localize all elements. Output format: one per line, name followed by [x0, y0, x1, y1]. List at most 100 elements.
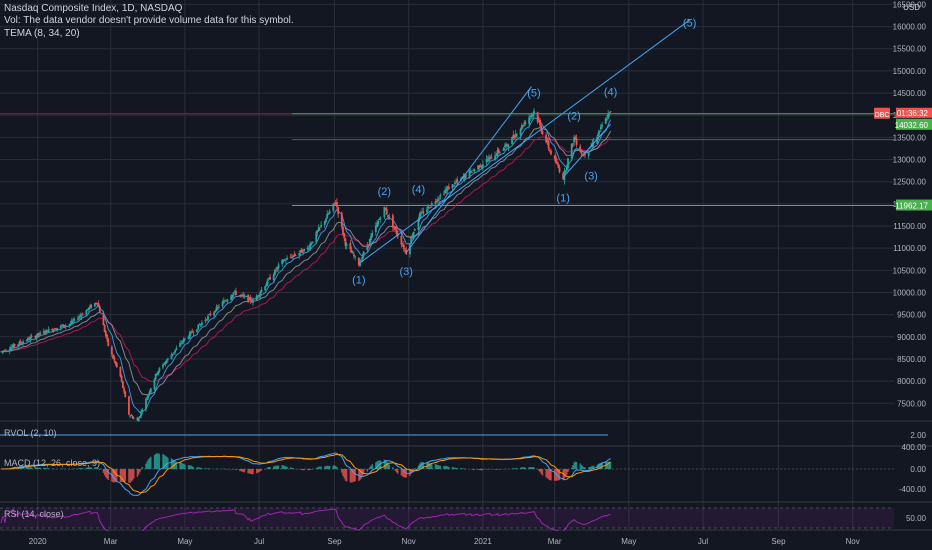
wave-label: (4) [412, 184, 425, 196]
candle-body [463, 174, 466, 179]
macd-histogram-bar [541, 469, 544, 476]
macd-histogram-bar [46, 468, 49, 470]
candle-body [149, 388, 152, 393]
candle-body [318, 227, 321, 228]
candle-body [52, 329, 55, 332]
rvol-label[interactable]: RVOL (2, 10) [4, 428, 57, 438]
candle-body [36, 333, 39, 337]
macd-histogram-bar [383, 459, 386, 470]
candle-body [435, 201, 438, 202]
rsi-label[interactable]: RSI (14, close) [4, 509, 64, 519]
macd-histogram-bar [444, 465, 446, 470]
macd-histogram-bar [248, 469, 251, 474]
candle-body [294, 255, 297, 256]
macd-histogram-bar [153, 455, 156, 470]
macd-label[interactable]: MACD (12, 26, close, 9) [4, 458, 101, 468]
candle-body [222, 300, 225, 304]
candle-body [19, 341, 22, 343]
candle-body [514, 133, 517, 138]
macd-histogram-bar [332, 465, 334, 470]
candle-body [567, 158, 569, 168]
time-tick-label: Nov [402, 537, 416, 546]
macd-histogram-bar [327, 465, 330, 470]
candle-body [421, 212, 423, 213]
candle-body [301, 251, 304, 253]
macd-histogram-bar [583, 466, 585, 470]
candle-body [137, 417, 140, 422]
macd-histogram-bar [309, 469, 311, 470]
candle-body [497, 149, 500, 153]
wave-label: (3) [400, 266, 413, 278]
candle-body [481, 164, 484, 167]
currency-label: USD [903, 3, 920, 12]
candle-body [565, 166, 568, 171]
candle-body [235, 290, 237, 295]
candle-body [598, 131, 601, 132]
macd-histogram-bar [461, 468, 463, 470]
candle-body [384, 208, 387, 211]
macd-histogram-bar [29, 467, 32, 470]
candle-body [599, 126, 602, 130]
candle-body [28, 338, 31, 340]
ema-fast-line [1, 117, 612, 413]
candle-body [541, 130, 544, 135]
macd-histogram-bar [156, 453, 158, 470]
macd-histogram-bar [158, 453, 161, 470]
rsi-band [0, 508, 894, 528]
candle-body [214, 310, 217, 312]
macd-histogram-bar [567, 469, 569, 472]
candle-body [242, 294, 245, 296]
candle-body [147, 393, 150, 397]
candle-body [208, 314, 211, 316]
candle-body [129, 415, 132, 417]
macd-histogram-bar [310, 469, 313, 470]
macd-histogram-bar [148, 457, 151, 470]
macd-histogram-bar [136, 469, 139, 477]
candle-body [394, 226, 397, 230]
candle-body [545, 134, 548, 143]
candle-body [366, 245, 369, 251]
candle-body [438, 198, 440, 200]
macd-histogram-bar [324, 466, 326, 470]
macd-histogram-bar [437, 465, 439, 470]
macd-histogram-bar [190, 465, 192, 470]
candle-body [104, 331, 107, 336]
macd-histogram-bar [133, 469, 135, 479]
candle-body [367, 244, 370, 246]
macd-histogram-bar [107, 469, 109, 480]
candle-body [558, 167, 561, 173]
candle-body [436, 199, 439, 202]
candle-body [292, 255, 295, 258]
time-tick-label: Sep [771, 537, 786, 546]
macd-histogram-bar [34, 467, 36, 470]
macd-histogram-bar [89, 467, 91, 470]
candle-body [191, 331, 194, 333]
candle-body [25, 340, 28, 342]
macd-histogram-bar [181, 463, 184, 470]
candle-body [410, 237, 413, 244]
tema-indicator-label[interactable]: TEMA (8, 34, 20) [4, 28, 80, 39]
candle-body [173, 352, 175, 354]
macd-histogram-bar [438, 465, 440, 470]
macd-histogram-bar [532, 467, 534, 470]
candle-body [90, 304, 93, 308]
macd-histogram-bar [119, 469, 122, 482]
macd-histogram-bar [120, 469, 123, 482]
candle-body [388, 216, 391, 218]
candle-body [574, 137, 577, 141]
macd-histogram-bar [316, 467, 319, 470]
candle-body [325, 218, 327, 223]
countdown-badge: 01:36:32 [897, 109, 929, 118]
macd-histogram-bar [78, 468, 80, 470]
macd-histogram-bar [431, 463, 433, 470]
candle-body [340, 212, 343, 227]
candle-body [326, 213, 329, 219]
macd-histogram-bar [80, 468, 83, 470]
candle-body [540, 125, 543, 132]
candle-body [47, 328, 50, 333]
candle-body [175, 347, 178, 351]
macd-histogram-bar [549, 469, 551, 481]
chart-title: Nasdaq Composite Index, 1D, NASDAQ [4, 3, 183, 14]
